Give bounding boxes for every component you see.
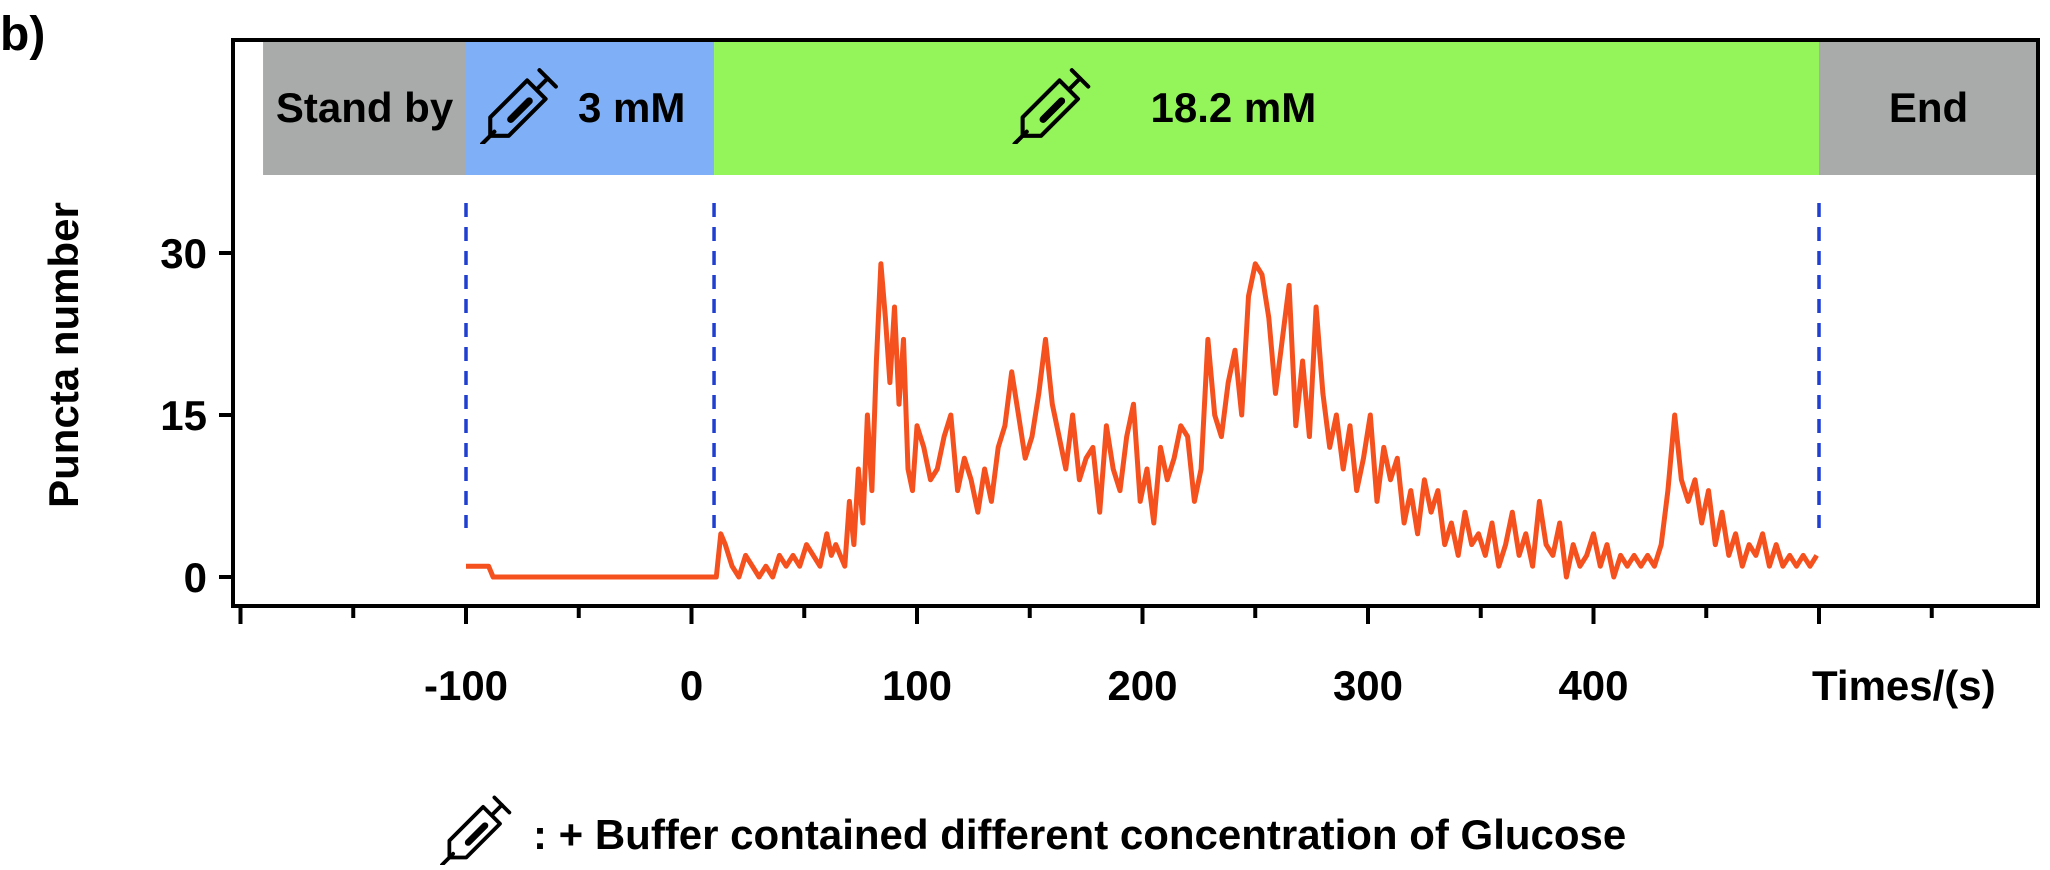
x-tick-label: 300 (1333, 662, 1403, 709)
y-tick-label: 15 (160, 392, 207, 439)
phase-end-label: End (1889, 84, 1968, 131)
phase-dividers (464, 203, 1821, 528)
phase-band: Stand by 3 mM 18.2 mM End (263, 40, 2038, 175)
phase-end-rect (1819, 40, 2038, 175)
x-axis-label: Times/(s) (1812, 662, 1996, 709)
x-tick-label: -100 (424, 662, 508, 709)
series-line (466, 261, 1819, 580)
y-axis: 0 15 30 (160, 230, 233, 601)
syringe-icon (442, 798, 510, 866)
footnote: : + Buffer contained different concentra… (442, 798, 1626, 866)
phase-stand-by-rect (263, 40, 466, 175)
phase-18-2-mm-rect (714, 40, 1819, 175)
x-tick-label: 100 (882, 662, 952, 709)
plot-frame (231, 38, 2040, 608)
panel-label: b) (0, 8, 45, 61)
footnote-text: : + Buffer contained different concentra… (533, 811, 1626, 858)
phase-stand-by-label: Stand by (276, 84, 454, 131)
x-tick-label: 400 (1558, 662, 1628, 709)
x-tick-label: 0 (680, 662, 703, 709)
y-tick-label: 0 (184, 554, 207, 601)
x-tick-label: 200 (1107, 662, 1177, 709)
y-axis-label: Puncta number (40, 202, 87, 508)
phase-3-mm-label: 3 mM (578, 84, 685, 131)
phase-18-2-mm-label: 18.2 mM (1151, 84, 1317, 131)
x-axis: -100 0 100 200 300 400 (238, 606, 1934, 709)
phase-3-mm-rect (466, 40, 715, 175)
y-tick-label: 30 (160, 230, 207, 277)
